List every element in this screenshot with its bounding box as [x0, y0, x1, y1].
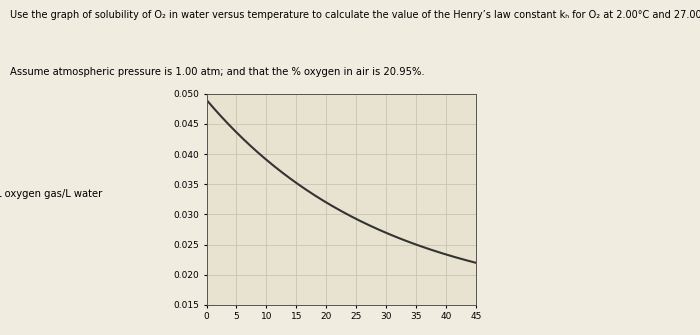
Text: Use the graph of solubility of O₂ in water versus temperature to calculate the v: Use the graph of solubility of O₂ in wat… — [10, 10, 700, 20]
Text: L oxygen gas/L water: L oxygen gas/L water — [0, 189, 102, 199]
Text: Assume atmospheric pressure is 1.00 atm; and that the % oxygen in air is 20.95%.: Assume atmospheric pressure is 1.00 atm;… — [10, 67, 425, 77]
